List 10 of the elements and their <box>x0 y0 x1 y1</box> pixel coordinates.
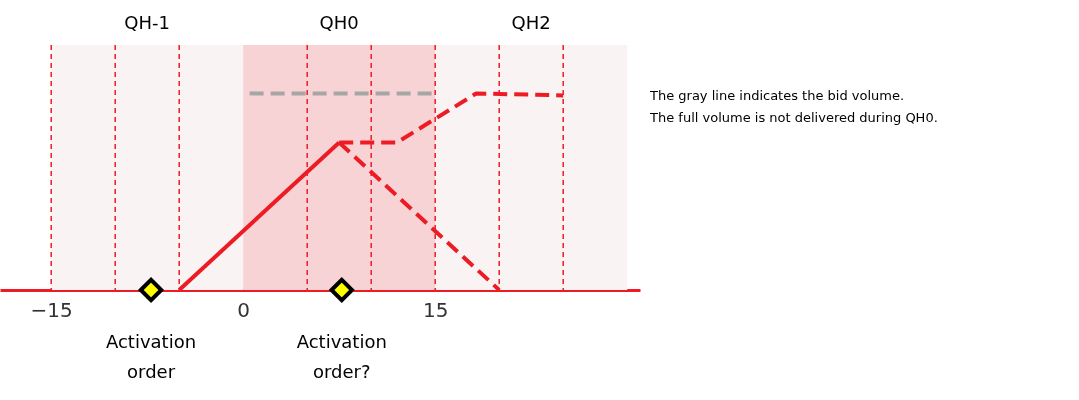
x-tick-label: 0 <box>237 297 251 322</box>
x-tick-label: −15 <box>30 297 73 322</box>
text: The gray line indicates the bid volume. <box>649 88 905 103</box>
band-label: QH2 <box>511 12 551 33</box>
text: The full volume is not delivered during QH0. <box>649 110 938 125</box>
band-label: QH-1 <box>124 12 171 33</box>
band-label: QH0 <box>319 12 359 33</box>
annotation: Activation order <box>105 331 197 382</box>
x-tick-label: 15 <box>422 297 449 322</box>
annotation: Activation order? <box>296 331 387 382</box>
